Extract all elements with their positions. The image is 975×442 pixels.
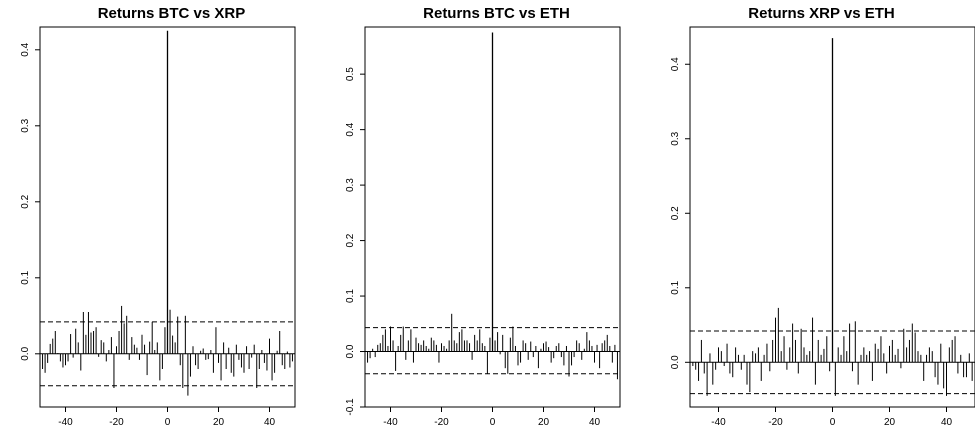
chart-title: Returns BTC vs ETH: [423, 5, 570, 22]
y-tick-label: 0.2: [20, 194, 31, 208]
y-tick-label: 0.4: [20, 42, 31, 56]
y-tick-label: 0.2: [670, 206, 681, 220]
y-tick-label: 0.0: [670, 355, 681, 369]
x-tick-label: 40: [264, 417, 276, 428]
y-tick-label: 0.3: [670, 131, 681, 145]
x-tick-label: -20: [434, 417, 449, 428]
y-tick-label: 0.3: [20, 118, 31, 132]
y-tick-label: 0.1: [20, 270, 31, 284]
x-tick-label: 0: [165, 417, 171, 428]
x-tick-label: 40: [589, 417, 601, 428]
y-tick-label: 0.4: [670, 57, 681, 71]
chart-title: Returns BTC vs XRP: [98, 5, 246, 22]
y-tick-label: -0.1: [345, 398, 356, 416]
x-tick-label: 20: [884, 417, 896, 428]
y-tick-label: 0.4: [345, 122, 356, 136]
x-tick-label: -40: [58, 417, 73, 428]
chart-btc-xrp: Returns BTC vs XRP -40 -20 0 20 40 0.0 0.1 0.2 0.…: [20, 5, 296, 428]
x-tick-label: -20: [768, 417, 783, 428]
x-tick-label: 20: [538, 417, 550, 428]
panel-xrp-eth: Returns XRP vs ETH -40 -20 0 20 40 0.0 0.1 0.2 0.…: [650, 0, 975, 442]
x-tick-label: 0: [830, 417, 836, 428]
y-tick-label: 0.0: [345, 344, 356, 358]
y-tick-label: 0.1: [670, 280, 681, 294]
x-tick-label: -40: [711, 417, 726, 428]
x-tick-label: -40: [383, 417, 398, 428]
panel-btc-eth: Returns BTC vs ETH -40 -20 0 20 40 -0.1 0.0 0.1 0…: [325, 0, 655, 442]
y-tick-label: 0.2: [345, 233, 356, 247]
panel-btc-xrp: Returns BTC vs XRP -40 -20 0 20 40 0.0 0.1 0.2 0.…: [0, 0, 330, 442]
y-tick-label: 0.3: [345, 178, 356, 192]
y-tick-label: 0.5: [345, 67, 356, 81]
x-tick-label: 40: [941, 417, 953, 428]
x-tick-label: -20: [109, 417, 124, 428]
chart-xrp-eth: Returns XRP vs ETH -40 -20 0 20 40 0.0 0.1 0.2 0.…: [670, 5, 975, 428]
y-tick-label: 0.0: [20, 346, 31, 360]
x-tick-label: 0: [490, 417, 496, 428]
chart-btc-eth: Returns BTC vs ETH -40 -20 0 20 40 -0.1 0.0 0.1 0…: [345, 5, 621, 428]
y-tick-label: 0.1: [345, 289, 356, 303]
chart-title: Returns XRP vs ETH: [748, 5, 894, 22]
x-tick-label: 20: [213, 417, 225, 428]
